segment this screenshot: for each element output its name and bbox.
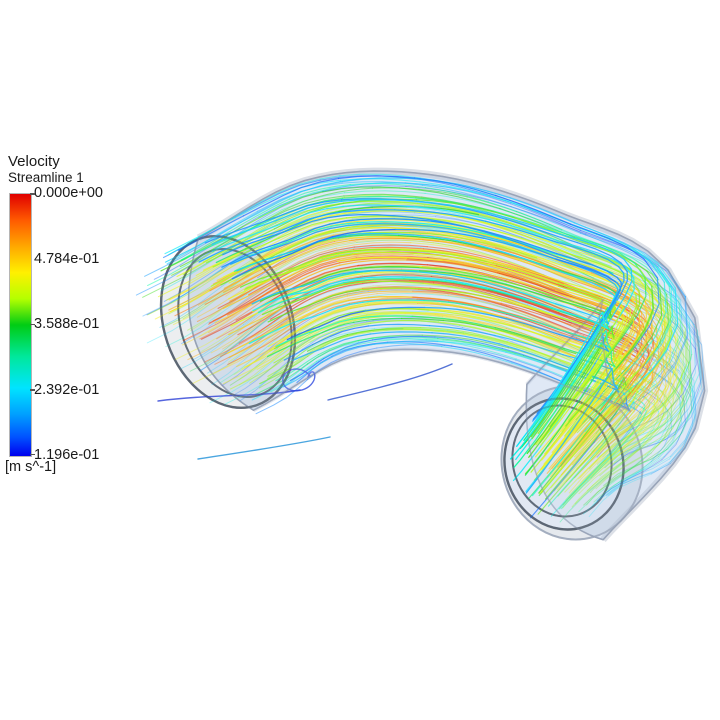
colorbar-tick-mark [30,323,35,325]
colorbar-gradient [9,193,32,457]
colorbar-tick-mark [30,453,35,455]
legend-subtitle: Streamline 1 [8,170,84,185]
colorbar-tick-label: 1.196e-01 [34,447,100,463]
colorbar-tick-label: 4.784e-01 [34,250,100,267]
colorbar-tick-mark [30,193,35,195]
velocity-legend: Velocity Streamline 1 4.784e-01 3.588e-0… [5,153,158,475]
glass-overlay [159,170,706,541]
colorbar-group: 4.784e-01 3.588e-01 2.392e-01 1.196e-01 … [8,185,158,463]
colorbar-tick-label: 2.392e-01 [34,381,100,398]
legend-title: Velocity [8,153,60,170]
colorbar-tick-label: 0.000e+00 [34,185,103,201]
legend-unit: [m s^-1] [5,459,57,475]
recirculation-swirls [157,363,453,460]
colorbar-tick-label: 3.588e-01 [34,316,100,332]
colorbar-tick-mark [30,389,35,391]
